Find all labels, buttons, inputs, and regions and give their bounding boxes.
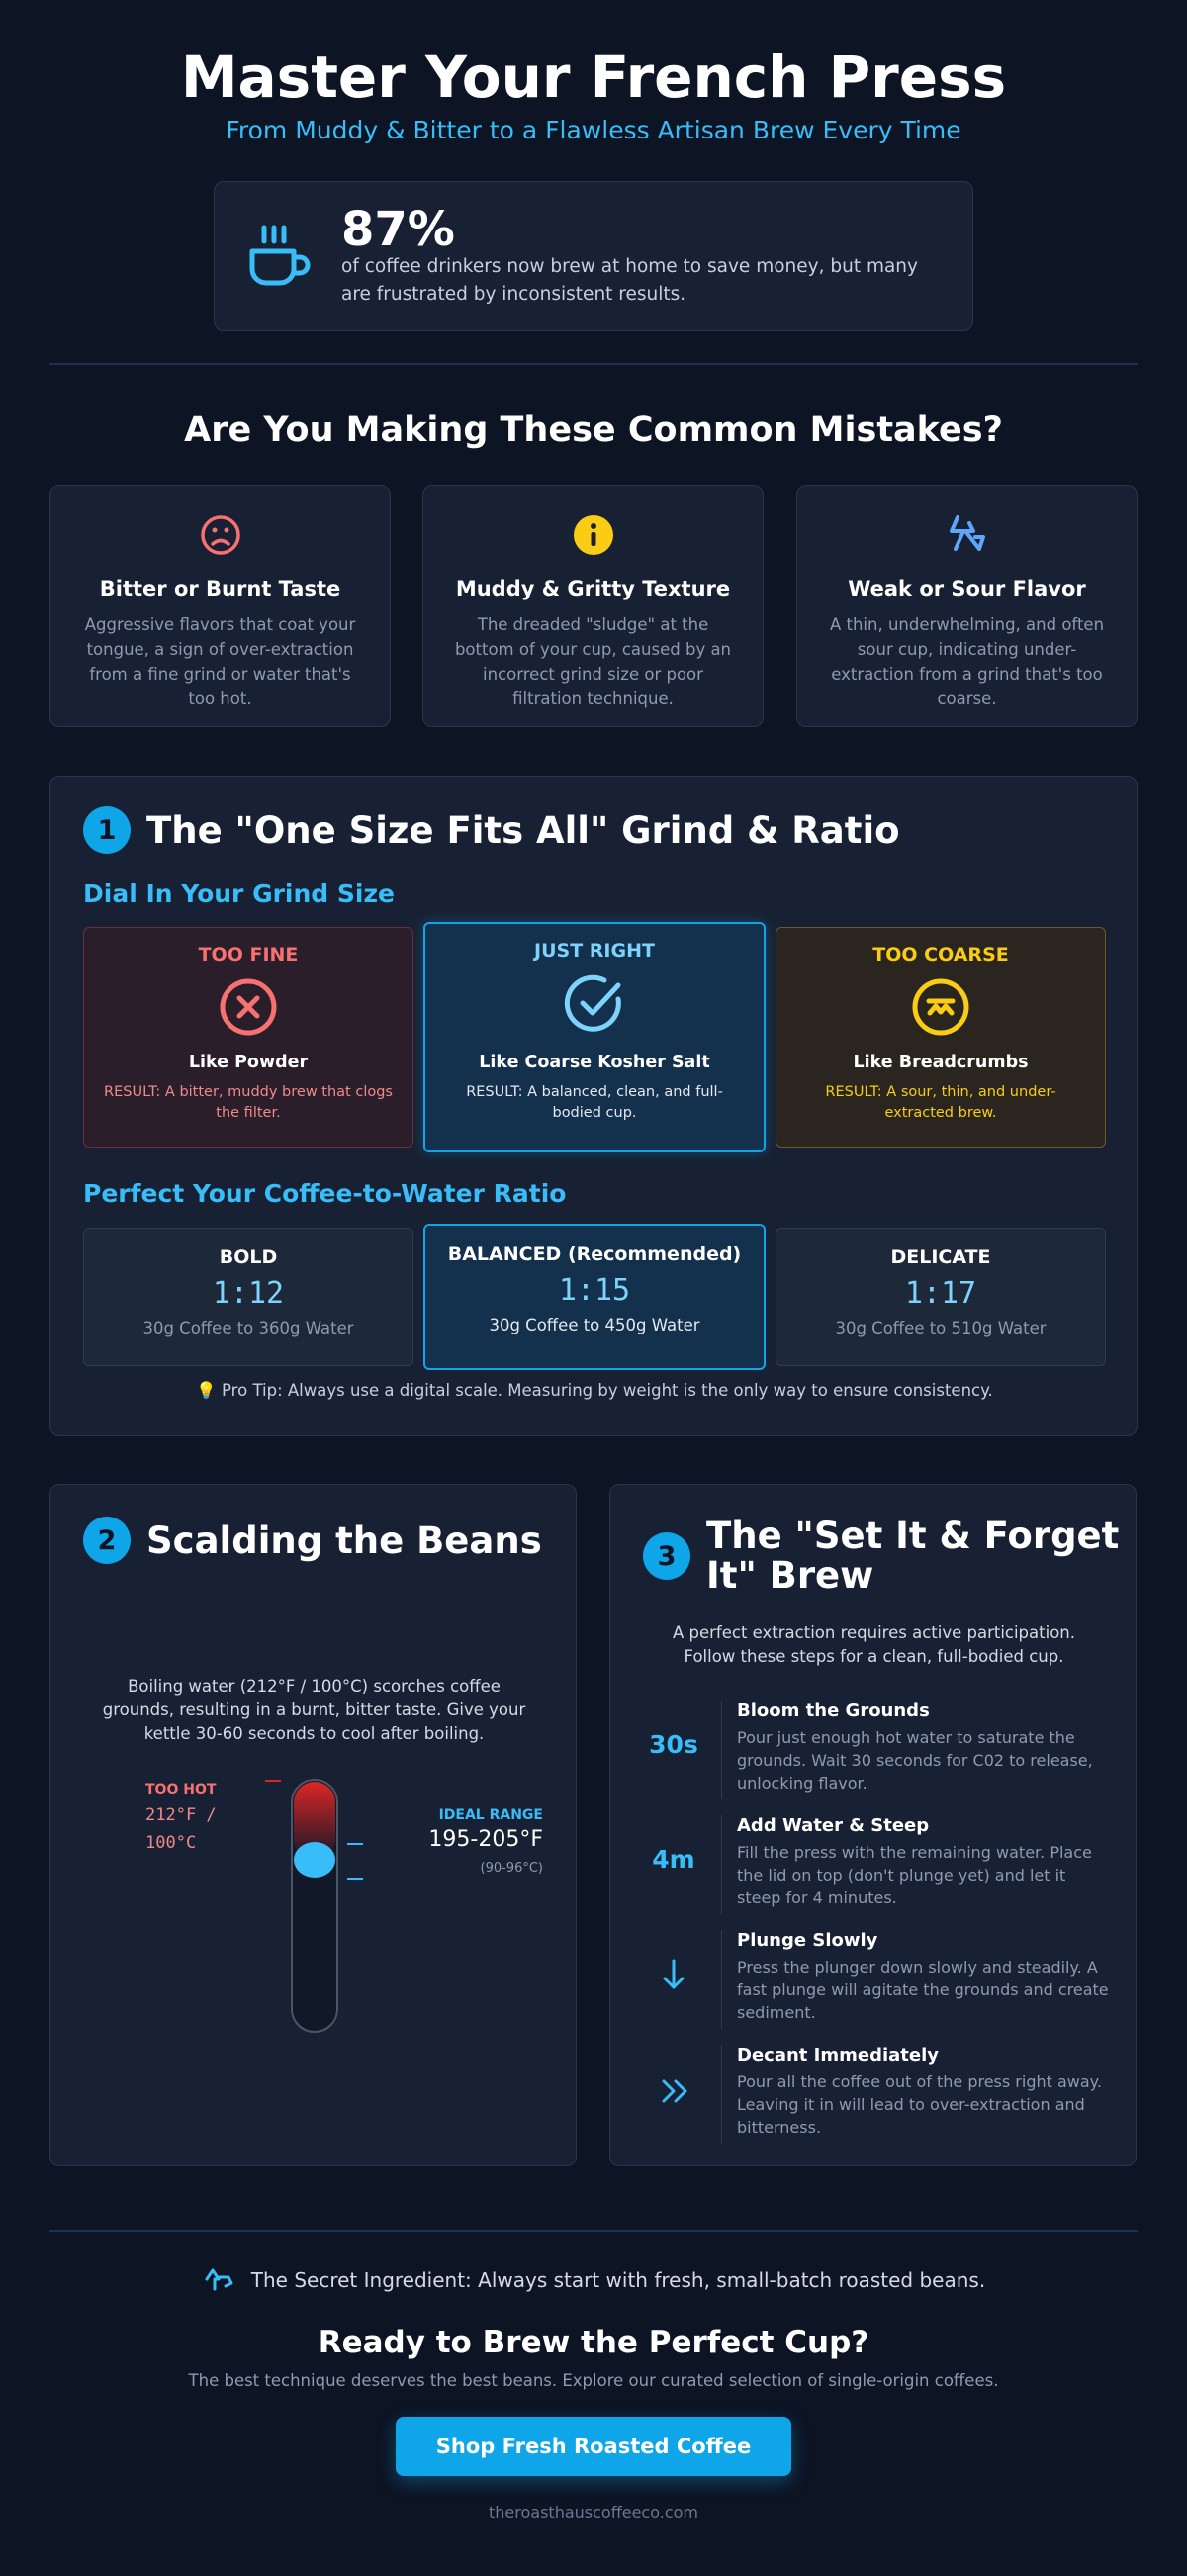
ideal-celsius: (90-96°C) [480,1861,544,1876]
ideal-value: 195-205°F [428,1827,543,1852]
down-arrow-icon [663,1959,685,1989]
subtitle: From Muddy & Bitter to a Flawless Artisa… [226,116,961,144]
divider [49,2230,1138,2232]
mistake-text: The dreaded "sludge" at the bottom of yo… [454,615,732,708]
step-number: 3 [643,1532,690,1580]
grind-label: JUST RIGHT [534,940,655,962]
step-divider [721,1815,722,1914]
ratio-card: BOLD 1:12 30g Coffee to 360g Water [83,1228,413,1366]
step-time: 4m [652,1845,695,1874]
ratio-value: 1:15 [558,1273,631,1308]
section-text: Boiling water (212°F / 100°C) scorches c… [102,1677,526,1743]
section-heading: 2 Scalding the Beans [83,1517,542,1564]
double-arrow-icon [662,2079,687,2103]
sad-icon [200,515,240,555]
bolt-icon [949,515,985,551]
cta-text: The best technique deserves the best bea… [188,2371,999,2390]
stat-box: 87% of coffee drinkers now brew at home … [214,181,973,331]
step-time: 30s [649,1730,698,1759]
hot-value: 212°F / 100°C [145,1805,217,1853]
section-title: The "One Size Fits All" Grind & Ratio [146,808,900,852]
grind-card: TOO FINE Like Powder RESULT: A bitter, m… [83,927,413,1148]
step: Plunge Slowly Press the plunger down slo… [610,1930,1138,2045]
crumb-icon [912,978,969,1036]
grind-label: TOO COARSE [872,944,1009,966]
section-grind: 1 The "One Size Fits All" Grind & Ratio … [49,776,1138,1436]
grind-result: RESULT: A balanced, clean, and full-bodi… [466,1084,723,1121]
site-url: theroasthauscoffeeco.com [489,2503,698,2522]
section-title: The "Set It & Forget It" Brew [706,1515,1120,1597]
mistake-title: Muddy & Gritty Texture [455,577,731,600]
mistake-title: Bitter or Burnt Taste [99,577,341,600]
ratio-card: DELICATE 1:17 30g Coffee to 510g Water [776,1228,1106,1366]
grind-result: RESULT: A bitter, muddy brew that clogs … [104,1084,393,1121]
grind-label: TOO FINE [198,944,299,966]
step-divider [721,2045,722,2144]
step: 30s Bloom the Grounds Pour just enough h… [610,1701,1138,1815]
mistakes-heading: Are You Making These Common Mistakes? [184,411,1003,450]
mistake-card: Weak or Sour Flavor A thin, underwhelmin… [796,485,1138,727]
shop-button[interactable]: Shop Fresh Roasted Coffee [396,2417,791,2476]
step-text: Pour just enough hot water to saturate t… [737,1728,1093,1793]
grind-card: JUST RIGHT Like Coarse Kosher Salt RESUL… [423,922,766,1152]
step-title: Add Water & Steep [737,1815,930,1836]
ratio-detail: 30g Coffee to 510g Water [835,1319,1047,1337]
mistake-card: Muddy & Gritty Texture The dreaded "slud… [422,485,764,727]
grind-name: Like Breadcrumbs [853,1053,1029,1072]
seed-icon [205,2268,233,2291]
info-icon [573,515,613,555]
step-text: Press the plunger down slowly and steadi… [737,1958,1109,2022]
step-divider [721,1930,722,2029]
hot-label: TOO HOT [145,1782,217,1797]
secret-text: The Secret Ingredient: Always start with… [250,2268,986,2292]
ratio-label: BOLD [219,1246,278,1268]
stat-value: 87% [341,202,455,257]
section-brew: 3 The "Set It & Forget It" Brew A perfec… [609,1484,1137,2166]
section-title: Scalding the Beans [146,1518,542,1562]
stat-text: of coffee drinkers now brew at home to s… [341,256,918,305]
ideal-label: IDEAL RANGE [438,1807,543,1823]
step-title: Decant Immediately [737,2045,939,2066]
cta-title: Ready to Brew the Perfect Cup? [318,2325,869,2360]
mistake-text: Aggressive flavors that coat your tongue… [84,615,356,708]
ratio-heading: Perfect Your Coffee-to-Water Ratio [83,1179,567,1208]
grind-name: Like Coarse Kosher Salt [479,1053,710,1072]
secret-row: The Secret Ingredient: Always start with… [0,2265,1187,2295]
divider [49,363,1138,365]
pro-tip: 💡 Pro Tip: Always use a digital scale. M… [196,1381,993,1400]
step-divider [721,1701,722,1799]
grind-result: RESULT: A sour, thin, and under-extracte… [825,1084,1056,1121]
step-title: Plunge Slowly [737,1930,878,1951]
step-text: Pour all the coffee out of the press rig… [737,2072,1102,2137]
thermometer [265,1779,363,2033]
ratio-card: BALANCED (Recommended) 1:15 30g Coffee t… [423,1224,766,1370]
step-title: Bloom the Grounds [737,1701,930,1721]
section-text: A perfect extraction requires active par… [672,1623,1075,1666]
grind-heading: Dial In Your Grind Size [83,879,395,908]
ratio-label: DELICATE [890,1246,991,1268]
check-icon [564,974,621,1032]
page-title: Master Your French Press [180,44,1007,111]
grind-card: TOO COARSE Like Breadcrumbs RESULT: A so… [776,927,1106,1148]
step: 4m Add Water & Steep Fill the press with… [610,1815,1138,1930]
mistake-title: Weak or Sour Flavor [848,577,1086,600]
mistake-text: A thin, underwhelming, and often sour cu… [829,615,1105,708]
section-temp: 2 Scalding the Beans Boiling water (212°… [49,1484,577,2166]
mistake-card: Bitter or Burnt Taste Aggressive flavors… [49,485,391,727]
step: Decant Immediately Pour all the coffee o… [610,2045,1138,2160]
ratio-label: BALANCED (Recommended) [447,1243,742,1265]
step-text: Fill the press with the remaining water.… [737,1843,1092,1907]
cup-icon [249,225,311,286]
step-number: 1 [83,806,131,854]
ratio-detail: 30g Coffee to 360g Water [142,1319,354,1337]
grind-name: Like Powder [188,1053,309,1072]
ratio-value: 1:12 [212,1276,285,1311]
section-heading: 1 The "One Size Fits All" Grind & Ratio [83,806,900,854]
ratio-detail: 30g Coffee to 450g Water [489,1316,700,1334]
step-number: 2 [83,1517,131,1564]
x-icon [220,978,277,1036]
ratio-value: 1:17 [904,1276,977,1311]
